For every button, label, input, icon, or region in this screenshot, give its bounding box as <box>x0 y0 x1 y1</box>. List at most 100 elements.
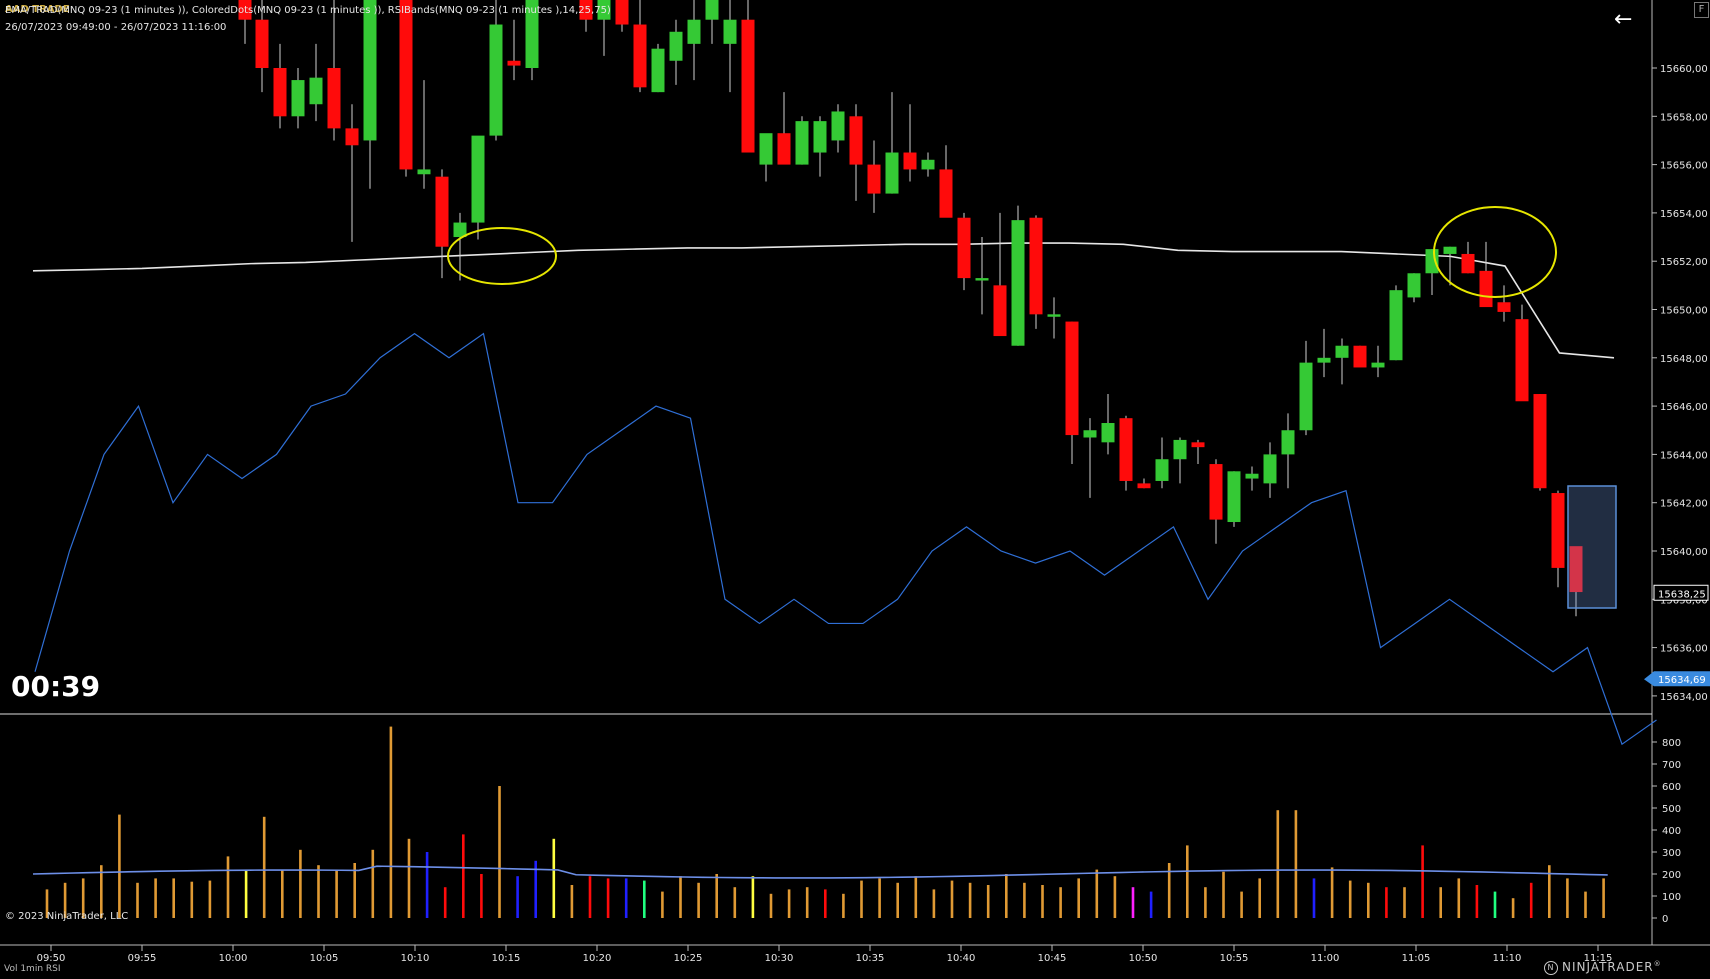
volume-bar <box>1095 869 1099 918</box>
time-tick-label: 10:50 <box>1129 953 1158 964</box>
candle-body <box>1281 430 1295 455</box>
current-price-box <box>1653 584 1709 601</box>
panel-label: Vol 1min RSI <box>4 964 61 974</box>
volume-bar <box>1059 887 1062 918</box>
candle-body <box>1425 249 1439 274</box>
time-tick-label: 10:10 <box>401 953 430 964</box>
ema-line <box>32 242 1615 359</box>
volume-bar <box>1367 882 1370 918</box>
candle-body <box>903 152 917 170</box>
volume-bar <box>624 878 628 918</box>
volume-bar <box>1258 878 1261 918</box>
volume-bar <box>878 878 881 918</box>
volume-tick-label: 500 <box>1662 804 1681 815</box>
candle-body <box>1443 246 1457 254</box>
candle-body <box>957 217 971 279</box>
candle-body <box>399 0 413 170</box>
candle-body <box>867 164 881 194</box>
time-tick-label: 10:45 <box>1038 953 1067 964</box>
time-tick-label: 10:35 <box>856 953 885 964</box>
candle-body <box>507 60 521 66</box>
time-tick-label: 10:15 <box>492 953 521 964</box>
volume-bar <box>1493 891 1497 918</box>
float-button[interactable]: F <box>1694 2 1709 18</box>
candle <box>1155 437 1169 489</box>
candle <box>1569 546 1583 617</box>
back-arrow-icon[interactable]: ← <box>1614 7 1633 32</box>
volume-bar <box>1131 887 1135 918</box>
candle-body <box>687 19 701 44</box>
candle-body <box>1299 362 1313 431</box>
highlight-circle-left <box>447 227 557 285</box>
candle <box>579 0 593 32</box>
ninjatrader-logo-icon: N <box>1544 960 1558 975</box>
candle-body <box>435 176 449 247</box>
volume-bar <box>733 887 737 918</box>
time-tick-label: 10:00 <box>219 953 248 964</box>
candle <box>1371 345 1385 378</box>
price-tick-label: 15636,00 <box>1660 644 1708 655</box>
volume-bar <box>1222 871 1225 918</box>
volume-bar <box>1005 874 1008 918</box>
candle <box>1461 241 1475 274</box>
candle-body <box>1173 439 1187 460</box>
candle <box>1065 321 1079 465</box>
volume-bar <box>516 876 519 918</box>
candle <box>1335 338 1349 385</box>
candle <box>507 19 521 81</box>
volume-average-line <box>32 865 1608 879</box>
candle <box>1497 285 1511 322</box>
candle-body <box>291 80 305 117</box>
candle <box>1047 297 1061 339</box>
candle <box>471 135 485 240</box>
price-tick-label: 15642,00 <box>1660 499 1708 510</box>
volume-bar <box>534 860 537 918</box>
time-tick-label: 10:55 <box>1220 953 1249 964</box>
candle-body <box>453 222 467 238</box>
volume-bar <box>932 889 936 918</box>
candle <box>489 0 503 141</box>
volume-bar <box>1475 885 1479 918</box>
candle <box>1299 340 1313 436</box>
candle-body <box>1245 473 1259 479</box>
volume-bar <box>588 876 592 918</box>
volume-bar <box>986 885 990 918</box>
candle-body <box>831 111 845 141</box>
candle <box>957 212 971 291</box>
candle-body <box>759 133 773 165</box>
candle-body <box>1479 270 1493 308</box>
candle <box>1137 478 1151 489</box>
price-tick-label: 15648,00 <box>1660 354 1708 365</box>
candle <box>1029 215 1043 329</box>
volume-bar <box>968 882 972 918</box>
candle <box>1443 246 1457 286</box>
volume-bar <box>751 876 755 918</box>
volume-bar <box>950 880 954 918</box>
candle-body <box>849 116 863 165</box>
volume-bar <box>63 882 67 918</box>
volume-tick-label: 700 <box>1662 760 1681 771</box>
volume-bar <box>136 882 139 918</box>
candle <box>345 104 359 242</box>
ninjatrader-logo: N NINJATRADER® <box>1544 960 1662 975</box>
time-tick-label: 11:15 <box>1584 953 1613 964</box>
volume-bar <box>805 887 809 918</box>
candle-body <box>723 19 737 44</box>
volume-bar <box>281 869 284 918</box>
candle <box>795 116 809 165</box>
volume-bar <box>100 865 103 918</box>
candle-body <box>1011 220 1025 346</box>
volume-bar <box>1113 876 1117 918</box>
volume-bar <box>1186 845 1189 918</box>
candle <box>615 0 629 32</box>
candle <box>831 104 845 153</box>
volume-bar <box>353 863 356 918</box>
candle-body <box>1119 418 1133 481</box>
volume-tick-label: 0 <box>1662 914 1668 925</box>
bar-timer: 00:39 <box>11 670 101 703</box>
candle-body <box>921 159 935 170</box>
candle-body <box>1263 454 1277 484</box>
volume-bar <box>317 865 320 918</box>
candle <box>777 92 791 165</box>
